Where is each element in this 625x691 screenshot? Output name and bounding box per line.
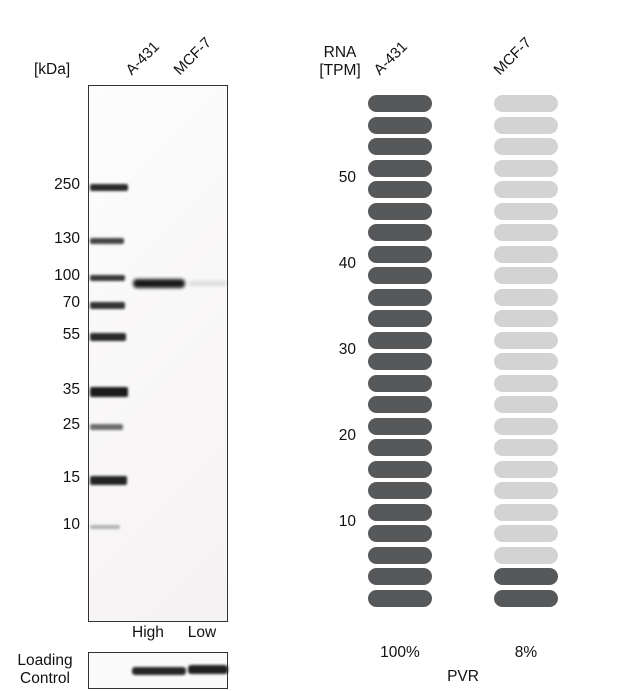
loading-control-band-a431 — [132, 667, 186, 675]
blot-lane-label-mcf7: MCF-7 — [170, 34, 215, 79]
kda-axis-label: [kDa] — [34, 61, 71, 78]
ladder-label: 250 — [54, 176, 80, 193]
rna-level-segment — [368, 267, 432, 284]
ladder-band — [90, 424, 123, 430]
rna-percent-mcf7: 8% — [514, 644, 538, 661]
ladder-band — [90, 387, 128, 397]
rna-level-segment — [494, 374, 558, 392]
rna-column-a431 — [368, 95, 432, 607]
ladder-band — [90, 525, 120, 529]
rna-level-segment — [494, 245, 558, 263]
loading-control-line2: Control — [20, 669, 70, 687]
rna-level-segment — [368, 546, 432, 564]
expression-level-high: High — [132, 624, 164, 641]
rna-level-segment — [494, 159, 558, 177]
loading-control-image — [88, 652, 228, 689]
rna-level-segment — [494, 460, 558, 478]
rna-level-segment — [494, 546, 558, 564]
rna-level-segment — [494, 116, 558, 134]
rna-level-segment — [494, 267, 558, 284]
rna-level-segment — [368, 95, 432, 112]
rna-level-segment — [494, 503, 558, 521]
rna-level-segment — [494, 224, 558, 241]
rna-column-label-a431: A-431 — [370, 38, 411, 79]
protein-band-mcf7 — [189, 281, 227, 286]
ladder-label: 15 — [62, 469, 80, 486]
rna-level-segment — [368, 116, 432, 134]
ladder-band — [90, 183, 128, 191]
protein-band-a431 — [133, 279, 185, 288]
expression-level-low: Low — [187, 624, 217, 641]
rna-level-segment — [368, 245, 432, 263]
rna-level-segment — [368, 396, 432, 413]
rna-level-segment — [368, 439, 432, 456]
rna-level-segment — [368, 482, 432, 499]
rna-level-segment — [368, 310, 432, 327]
rna-axis-title: RNA [TPM] — [310, 44, 370, 80]
rna-level-segment — [494, 525, 558, 542]
ladder-band — [90, 301, 125, 309]
rna-level-segment — [368, 202, 432, 220]
ladder-band — [90, 275, 125, 281]
blot-lane-label-a431: A-431 — [122, 38, 163, 79]
rna-level-segment — [368, 181, 432, 198]
rna-axis-tick: 50 — [338, 169, 356, 186]
rna-level-segment — [368, 460, 432, 478]
rna-level-segment — [494, 181, 558, 198]
ladder-label: 25 — [62, 416, 80, 433]
rna-axis-title-line1: RNA — [323, 44, 357, 61]
rna-axis-tick: 30 — [338, 341, 356, 358]
ladder-label: 130 — [54, 230, 80, 247]
rna-level-segment — [368, 589, 432, 607]
ladder-label: 55 — [62, 326, 80, 343]
rna-column-mcf7 — [494, 95, 558, 607]
rna-level-segment — [368, 525, 432, 542]
rna-level-segment — [494, 396, 558, 413]
rna-level-segment — [494, 331, 558, 349]
rna-level-segment — [494, 310, 558, 327]
rna-level-segment — [494, 589, 558, 607]
ladder-label: 10 — [62, 516, 80, 533]
gene-name-label: PVR — [447, 668, 479, 685]
rna-level-segment — [494, 439, 558, 456]
rna-level-segment — [368, 353, 432, 370]
rna-level-segment — [494, 202, 558, 220]
rna-level-segment — [368, 224, 432, 241]
rna-level-segment — [368, 331, 432, 349]
loading-control-line1: Loading — [17, 652, 73, 669]
rna-axis-tick: 20 — [338, 427, 356, 444]
rna-level-segment — [368, 417, 432, 435]
rna-axis-tick: 10 — [338, 513, 356, 530]
rna-level-segment — [368, 138, 432, 155]
loading-control-band-mcf7 — [188, 665, 228, 674]
rna-level-segment — [494, 568, 558, 585]
rna-level-segment — [494, 482, 558, 499]
rna-level-segment — [494, 138, 558, 155]
rna-level-segment — [494, 417, 558, 435]
rna-percent-a431: 100% — [380, 644, 420, 661]
rna-level-segment — [494, 288, 558, 306]
ladder-band — [90, 333, 126, 341]
rna-level-segment — [368, 503, 432, 521]
rna-axis-title-line2: [TPM] — [319, 62, 361, 79]
rna-level-segment — [368, 288, 432, 306]
ladder-band — [90, 238, 124, 244]
western-blot-image — [88, 85, 228, 622]
rna-axis-tick: 40 — [338, 255, 356, 272]
rna-level-segment — [368, 374, 432, 392]
ladder-label: 35 — [62, 381, 80, 398]
rna-level-segment — [494, 353, 558, 370]
ladder-label: 70 — [62, 294, 80, 311]
rna-level-segment — [368, 568, 432, 585]
ladder-band — [90, 475, 127, 485]
rna-level-segment — [368, 159, 432, 177]
ladder-label: 100 — [54, 267, 80, 284]
rna-level-segment — [494, 95, 558, 112]
rna-column-label-mcf7: MCF-7 — [490, 34, 535, 79]
loading-control-label: Loading Control — [6, 652, 84, 687]
